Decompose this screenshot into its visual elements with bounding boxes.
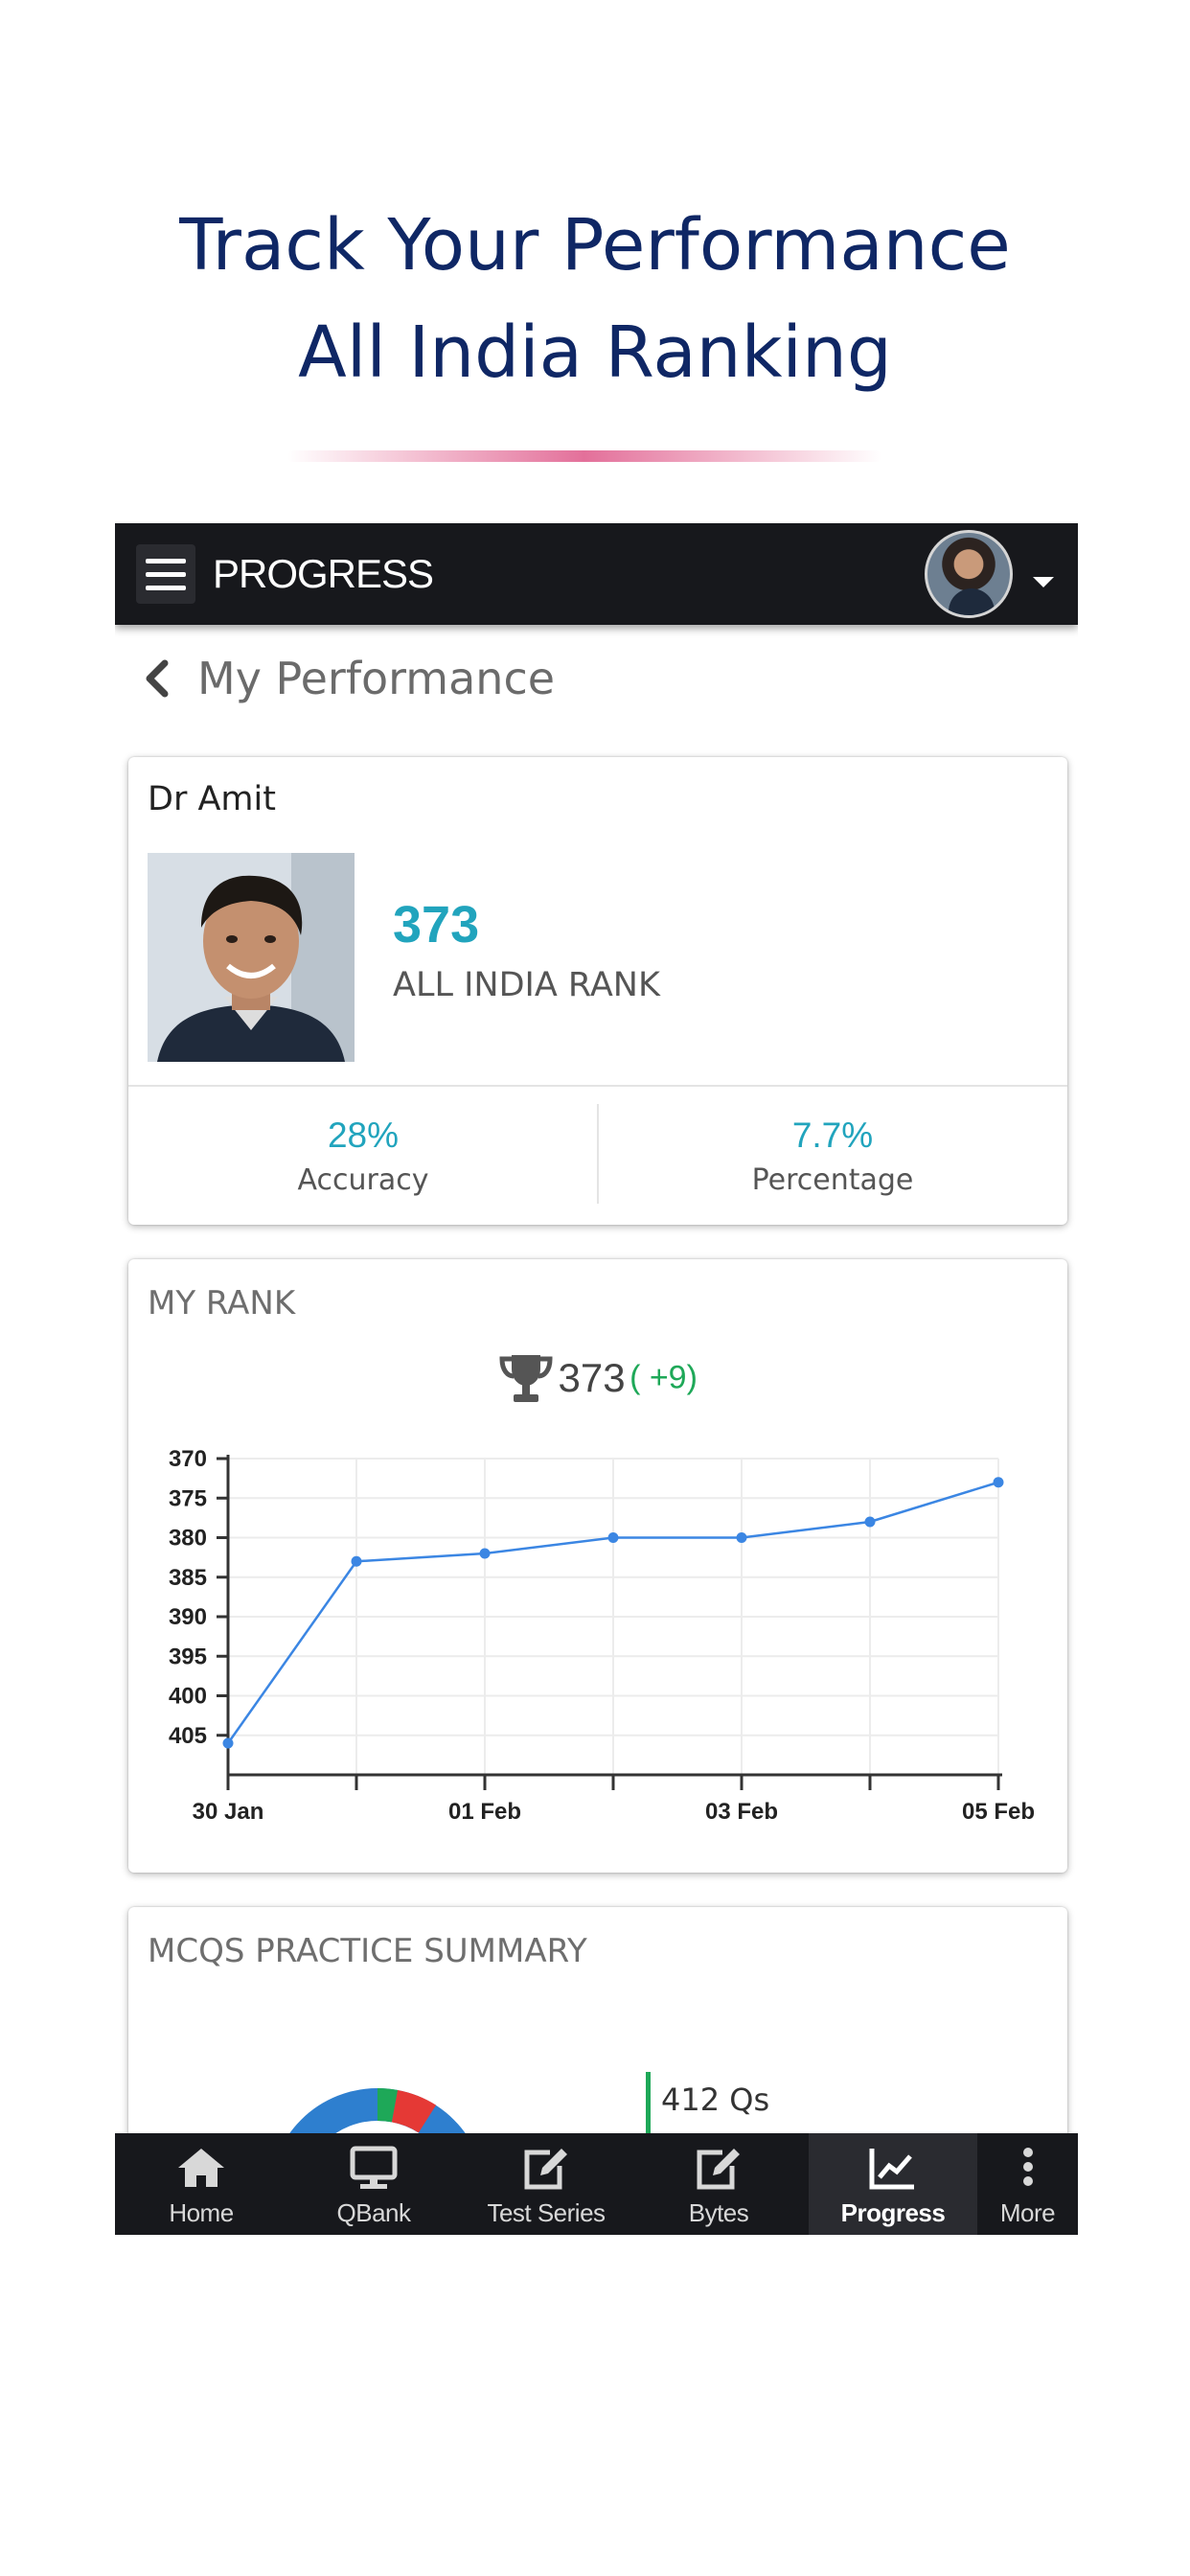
- accuracy-value: 28%: [327, 1116, 400, 1155]
- y-tick-label: 400: [169, 1684, 207, 1710]
- tab-label: QBank: [336, 2198, 412, 2227]
- page-header: My Performance: [115, 625, 1078, 730]
- y-tick-label: 370: [169, 1446, 207, 1472]
- user-name: Dr Amit: [148, 780, 276, 818]
- data-point: [351, 1555, 362, 1567]
- tab-qbank[interactable]: QBank: [287, 2133, 460, 2235]
- total-questions: 412 Qs: [661, 2082, 770, 2118]
- y-tick-label: 385: [169, 1565, 207, 1591]
- y-tick-label: 395: [169, 1644, 207, 1669]
- tab-progress[interactable]: Progress: [809, 2133, 977, 2235]
- data-point: [607, 1532, 619, 1543]
- divider: [128, 1085, 1067, 1087]
- data-point: [736, 1532, 747, 1543]
- all-india-rank-value: 373: [393, 896, 480, 954]
- tab-more[interactable]: More: [977, 2133, 1078, 2235]
- more-vertical-icon: [1022, 2148, 1033, 2186]
- chevron-down-icon[interactable]: [1033, 577, 1054, 587]
- monitor-icon: [350, 2146, 398, 2189]
- tab-label: Bytes: [688, 2198, 749, 2227]
- accuracy-label: Accuracy: [297, 1163, 429, 1197]
- y-tick-label: 390: [169, 1604, 207, 1630]
- tab-label: Test Series: [487, 2198, 606, 2227]
- back-arrow-icon[interactable]: [138, 657, 176, 700]
- rank-change: ( +9): [629, 1359, 698, 1396]
- page-title: My Performance: [197, 653, 556, 704]
- avatar[interactable]: [925, 530, 1013, 618]
- data-point: [993, 1477, 1004, 1488]
- data-point: [864, 1516, 876, 1528]
- x-tick-label: 03 Feb: [705, 1799, 778, 1825]
- headline: Track Your Performance All India Ranking: [0, 192, 1190, 406]
- menu-icon[interactable]: [136, 544, 195, 604]
- y-tick-label: 375: [169, 1485, 207, 1511]
- chart-icon: [869, 2149, 914, 2190]
- tab-label: Progress: [840, 2198, 946, 2227]
- headline-line-1: Track Your Performance: [179, 204, 1011, 287]
- percentage-value: 7.7%: [791, 1116, 874, 1155]
- headline-line-2: All India Ranking: [298, 311, 892, 394]
- mcq-summary-title: MCQS PRACTICE SUMMARY: [148, 1932, 587, 1970]
- y-tick-label: 405: [169, 1723, 207, 1749]
- percentage-label: Percentage: [751, 1163, 914, 1197]
- divider: [597, 1104, 599, 1204]
- tab-home[interactable]: Home: [115, 2133, 287, 2235]
- my-rank-title: MY RANK: [148, 1284, 296, 1322]
- phone-screen: PROGRESS My Performance Dr Amit 3: [115, 523, 1078, 2235]
- data-point: [222, 1737, 234, 1749]
- app-bar: PROGRESS: [115, 523, 1078, 625]
- accuracy-stat: 28% Accuracy: [128, 1112, 598, 1202]
- x-tick-label: 01 Feb: [448, 1799, 521, 1825]
- edit-icon: [524, 2149, 567, 2190]
- x-tick-label: 05 Feb: [962, 1799, 1035, 1825]
- tab-label: Home: [169, 2198, 234, 2227]
- tab-bytes[interactable]: Bytes: [632, 2133, 805, 2235]
- edit-icon: [697, 2149, 740, 2190]
- current-rank: 373: [558, 1355, 626, 1400]
- trophy-icon: [499, 1355, 553, 1402]
- tab-label: More: [999, 2198, 1056, 2227]
- all-india-rank-label: ALL INDIA RANK: [393, 966, 660, 1004]
- my-rank-card: MY RANK 373 ( +9) 370 375 380 385 390 395 400 4…: [128, 1259, 1067, 1873]
- user-photo: [148, 853, 355, 1062]
- y-tick-label: 380: [169, 1526, 207, 1552]
- bottom-tab-bar: Home QBank Test Series Bytes: [115, 2133, 1078, 2235]
- app-bar-title: PROGRESS: [213, 551, 434, 596]
- rank-line-chart: 370 375 380 385 390 395 400 405 30 Jan 01 Feb 03 F…: [169, 1446, 1035, 1825]
- profile-card: Dr Amit 373 ALL INDIA RANK 28% Accuracy: [128, 757, 1067, 1225]
- percentage-stat: 7.7% Percentage: [598, 1112, 1067, 1202]
- tab-test-series[interactable]: Test Series: [460, 2133, 632, 2235]
- qs-indicator: [646, 2072, 651, 2141]
- x-tick-label: 30 Jan: [193, 1799, 264, 1825]
- home-icon: [178, 2149, 224, 2187]
- headline-underline: [287, 450, 881, 462]
- rank-summary: 373 ( +9): [128, 1351, 1067, 1405]
- data-point: [479, 1548, 491, 1559]
